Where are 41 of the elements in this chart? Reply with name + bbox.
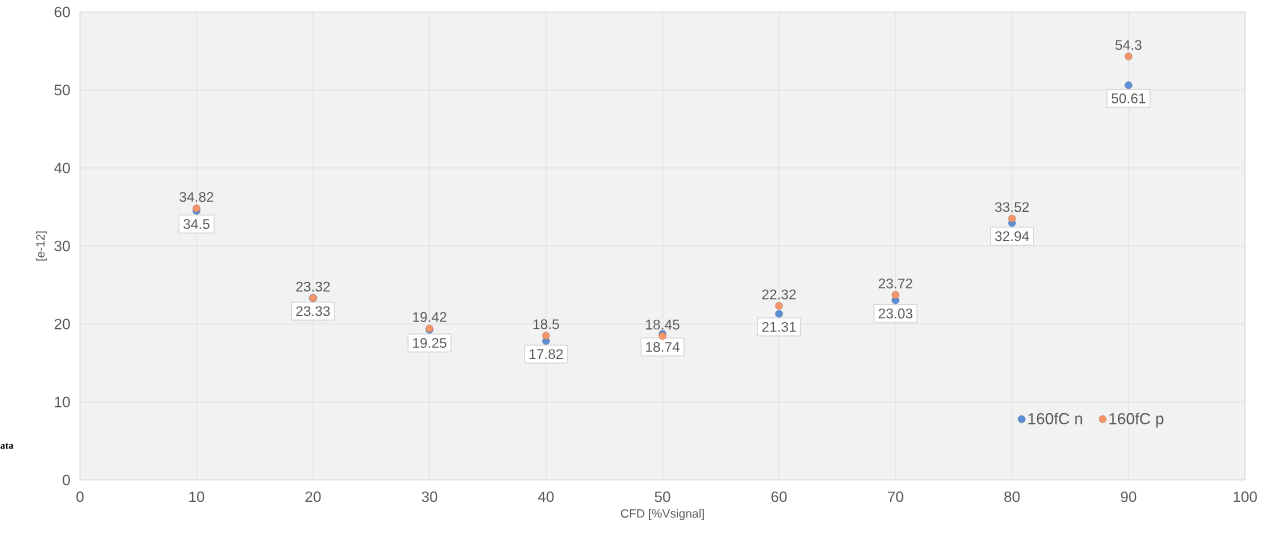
data-label: 18.74: [646, 342, 680, 352]
y-tick-label: 40: [54, 162, 70, 174]
data-label: 19.25: [413, 338, 447, 348]
x-tick-label: 0: [76, 491, 84, 503]
y-tick-label: 60: [54, 6, 70, 18]
y-tick-label: 10: [55, 396, 70, 408]
legend-label: 160fC p: [1109, 412, 1164, 428]
data-label: 34.5: [183, 219, 210, 229]
x-tick-label: 10: [189, 491, 205, 503]
data-label: 23.33: [296, 306, 330, 317]
x-tick-label: 100: [1233, 491, 1257, 503]
x-tick-label: 20: [305, 491, 321, 503]
x-tick-label: 40: [538, 491, 554, 503]
data-label: 18.45: [646, 319, 680, 330]
y-tick-label: 50: [54, 84, 70, 96]
text: ata: [0, 443, 14, 449]
x-tick-label: 80: [1004, 491, 1020, 503]
data-label: 17.82: [529, 349, 563, 360]
data-label: 34.82: [179, 191, 214, 202]
data-label: 23.32: [296, 281, 330, 292]
data-label: 22.32: [762, 289, 796, 300]
x-tick-label: 90: [1120, 491, 1137, 503]
data-label: 33.52: [995, 202, 1029, 213]
data-label: 19.42: [413, 312, 447, 322]
y-tick-label: 0: [62, 474, 70, 486]
x-tick-label: 30: [421, 491, 438, 503]
x-tick-label: 70: [887, 491, 904, 503]
y-tick-label: 30: [54, 240, 70, 252]
data-label: 32.94: [995, 231, 1030, 242]
data-label: 18.5: [533, 319, 559, 330]
data-label: 23.03: [878, 308, 913, 319]
y-axis-title: [e-12]: [35, 231, 48, 261]
data-label: 50.61: [1111, 93, 1146, 104]
y-tick-label: 20: [54, 318, 70, 330]
x-tick-label: 50: [654, 491, 671, 503]
data-label: 23.72: [878, 278, 913, 289]
legend-label: 160fC n: [1028, 412, 1083, 425]
x-tick-label: 60: [771, 491, 787, 503]
data-label: 21.31: [762, 321, 796, 332]
x-axis-title: CFD [%Vsignal]: [620, 508, 704, 521]
data-label: 54.3: [1115, 40, 1142, 50]
